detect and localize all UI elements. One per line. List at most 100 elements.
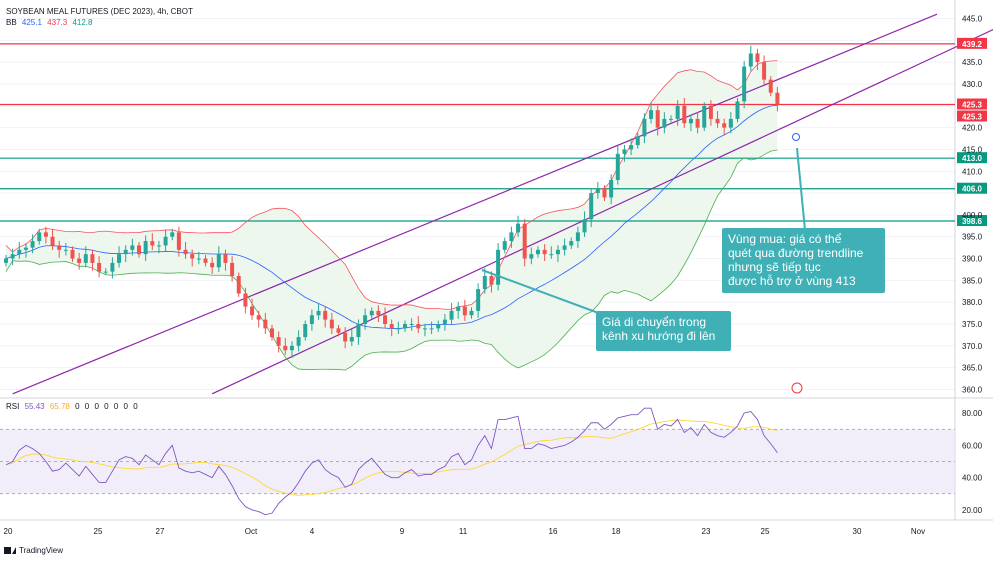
rsi-extra-value: 0 <box>104 402 109 411</box>
candle-body <box>97 262 102 272</box>
candle-body <box>236 276 241 294</box>
candle-body <box>476 289 481 311</box>
candle-body <box>449 310 454 320</box>
candle-body <box>190 254 195 259</box>
buy-zone-callout[interactable]: Vùng mua: giá có thể quét qua đường tren… <box>722 228 885 293</box>
candle-body <box>642 118 647 137</box>
candle-body <box>555 249 560 255</box>
candle-body <box>70 249 75 259</box>
candle-body <box>383 315 388 324</box>
candle-body <box>516 223 521 233</box>
level-label-box <box>957 215 987 227</box>
candle-body <box>176 232 181 250</box>
candle-body <box>63 249 68 251</box>
candle-body <box>17 249 22 255</box>
price-tick: 360.0 <box>962 385 983 394</box>
annotation-arrows <box>481 133 806 394</box>
date-tick: 11 <box>459 527 468 536</box>
price-tick: 420.0 <box>962 124 983 133</box>
candle-body <box>649 110 654 119</box>
candle-body <box>429 328 434 330</box>
candle-body <box>708 105 713 119</box>
candle-body <box>210 262 215 268</box>
candle-body <box>363 315 368 324</box>
rsi-value: 55.43 <box>24 402 45 411</box>
candle-body <box>289 345 294 351</box>
level-label: 398.6 <box>962 217 983 226</box>
candle-body <box>230 262 235 276</box>
rsi-ma-value: 65.78 <box>49 402 70 411</box>
candle-body <box>369 310 374 316</box>
candle-body <box>562 245 567 250</box>
candle-body <box>250 306 255 316</box>
candle-body <box>323 310 328 320</box>
candle-body <box>622 149 627 154</box>
candle-body <box>536 249 540 255</box>
date-tick: 16 <box>549 527 558 536</box>
level-label-box <box>957 182 987 194</box>
tradingview-mark-icon <box>4 547 16 554</box>
candle-body <box>329 319 334 329</box>
arrow-anchor <box>792 133 800 141</box>
horizontal-levels[interactable] <box>0 43 955 222</box>
candle-body <box>436 324 441 329</box>
level-label-box <box>957 98 987 110</box>
bb-legend: BB 425.1 437.3 412.8 <box>6 18 95 28</box>
price-tick: 410.0 <box>962 167 983 176</box>
price-tick: 400.0 <box>962 211 983 220</box>
date-tick: Nov <box>911 527 925 536</box>
candle-body <box>542 249 547 255</box>
candle-body <box>23 247 28 250</box>
candle-body <box>669 118 673 120</box>
rsi-tick: 20.00 <box>962 506 983 515</box>
candle-body <box>263 319 268 329</box>
candle-body <box>296 337 301 346</box>
candle-body <box>768 79 773 93</box>
candle-body <box>422 328 427 330</box>
candle-body <box>688 118 693 124</box>
candle-body <box>469 310 474 316</box>
level-label-box <box>957 152 987 164</box>
candle-body <box>316 310 321 316</box>
price-axis[interactable]: 439.2 425.3 413.0 406.0 398.6 425.3 445.0 435.0… <box>957 15 987 515</box>
alert-icon <box>791 382 803 394</box>
candle-body <box>595 188 600 194</box>
date-tick: 9 <box>400 527 405 536</box>
rsi-extra-value: 0 <box>84 402 90 411</box>
time-axis[interactable]: 20 25 27 Oct 4 9 11 16 18 23 25 30 Nov <box>4 527 926 536</box>
candle-body <box>462 306 467 316</box>
date-tick: 20 <box>4 527 13 536</box>
channel-upper-line <box>12 13 938 395</box>
price-tick: 430.0 <box>962 80 983 89</box>
bb-upper-value: 437.3 <box>47 18 68 27</box>
candle-body <box>489 276 494 285</box>
rsi-extra-value: 0 <box>133 402 138 411</box>
candle-body <box>735 101 740 119</box>
candle-body <box>10 254 15 259</box>
candle-body <box>376 310 381 316</box>
brand-label: TradingView <box>19 546 64 555</box>
candle-body <box>722 123 727 128</box>
channel-callout[interactable]: Giá di chuyển trong kênh xu hướng đi lên <box>596 311 731 351</box>
candle-body <box>303 324 308 338</box>
trend-channel[interactable] <box>12 13 993 395</box>
price-tick: 380.0 <box>962 298 983 307</box>
price-tick: 385.0 <box>962 276 983 285</box>
rsi-pane <box>0 407 955 516</box>
level-label: 413.0 <box>962 154 983 163</box>
candle-body <box>117 254 122 263</box>
date-tick: 25 <box>94 527 103 536</box>
candle-body <box>615 153 620 180</box>
candle-body <box>276 337 281 346</box>
level-label: 439.2 <box>962 40 983 49</box>
tradingview-logo[interactable]: TradingView <box>4 546 63 555</box>
date-tick: Oct <box>245 527 258 536</box>
price-tick: 445.0 <box>962 15 983 24</box>
candle-body <box>137 245 141 255</box>
candle-body <box>270 328 274 338</box>
price-tick: 415.0 <box>962 145 983 154</box>
candle-body <box>549 254 554 256</box>
candle-body <box>456 306 461 311</box>
rsi-tick: 80.00 <box>962 409 983 418</box>
